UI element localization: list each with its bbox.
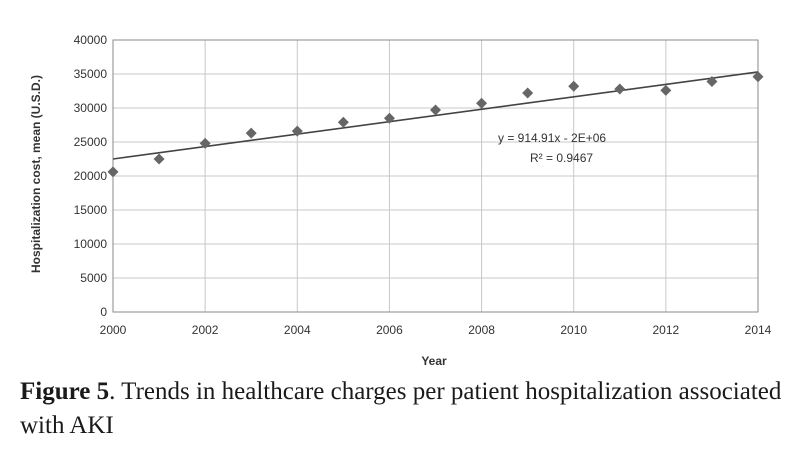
y-axis-title: Hospitalization cost, mean (U.S.D.) (29, 75, 43, 273)
data-point (291, 125, 303, 137)
data-point (430, 104, 441, 116)
y-tick-label: 25000 (74, 135, 108, 149)
y-tick-label: 15000 (74, 203, 108, 217)
data-point (107, 166, 119, 178)
trendline-r-squared: R² = 0.9467 (530, 151, 593, 165)
y-tick-labels: 0 5000 10000 15000 20000 25000 30000 35000 40000 (74, 33, 108, 319)
x-tick-label: 2012 (653, 323, 680, 337)
caption-text: . Trends in healthcare charges per patie… (20, 378, 782, 439)
x-axis-title: Year (421, 354, 447, 368)
y-tick-label: 35000 (74, 67, 108, 81)
figure-label: Figure 5 (20, 378, 110, 405)
data-point (752, 71, 764, 83)
y-tick-label: 0 (100, 305, 107, 319)
x-tick-label: 2010 (560, 323, 587, 337)
data-point (568, 80, 580, 92)
figure-caption: Figure 5. Trends in healthcare charges p… (20, 375, 790, 443)
x-tick-label: 2004 (284, 323, 311, 337)
data-point (614, 83, 626, 95)
x-tick-label: 2002 (192, 323, 219, 337)
data-point (245, 127, 257, 139)
y-tick-label: 40000 (74, 33, 108, 47)
data-point (337, 116, 349, 128)
data-point (522, 87, 534, 99)
x-tick-label: 2000 (100, 323, 127, 337)
data-point (476, 97, 488, 109)
y-tick-label: 30000 (74, 101, 108, 115)
trendline-equation: y = 914.91x - 2E+06 (498, 131, 606, 145)
data-point (383, 112, 395, 124)
y-tick-label: 10000 (74, 237, 108, 251)
data-point (153, 153, 165, 165)
x-tick-label: 2014 (745, 323, 772, 337)
grid-lines (112, 39, 759, 313)
data-point (706, 75, 718, 87)
data-point (660, 84, 672, 96)
y-tick-label: 20000 (74, 169, 108, 183)
x-tick-label: 2006 (376, 323, 403, 337)
data-points (107, 71, 764, 178)
chart: 0 5000 10000 15000 20000 25000 30000 35000 40000… (29, 33, 772, 368)
x-tick-label: 2008 (468, 323, 495, 337)
data-point (199, 137, 211, 149)
y-tick-label: 5000 (80, 271, 107, 285)
x-tick-labels: 2000 2002 2004 2006 2008 2010 2012 2014 (100, 323, 772, 337)
